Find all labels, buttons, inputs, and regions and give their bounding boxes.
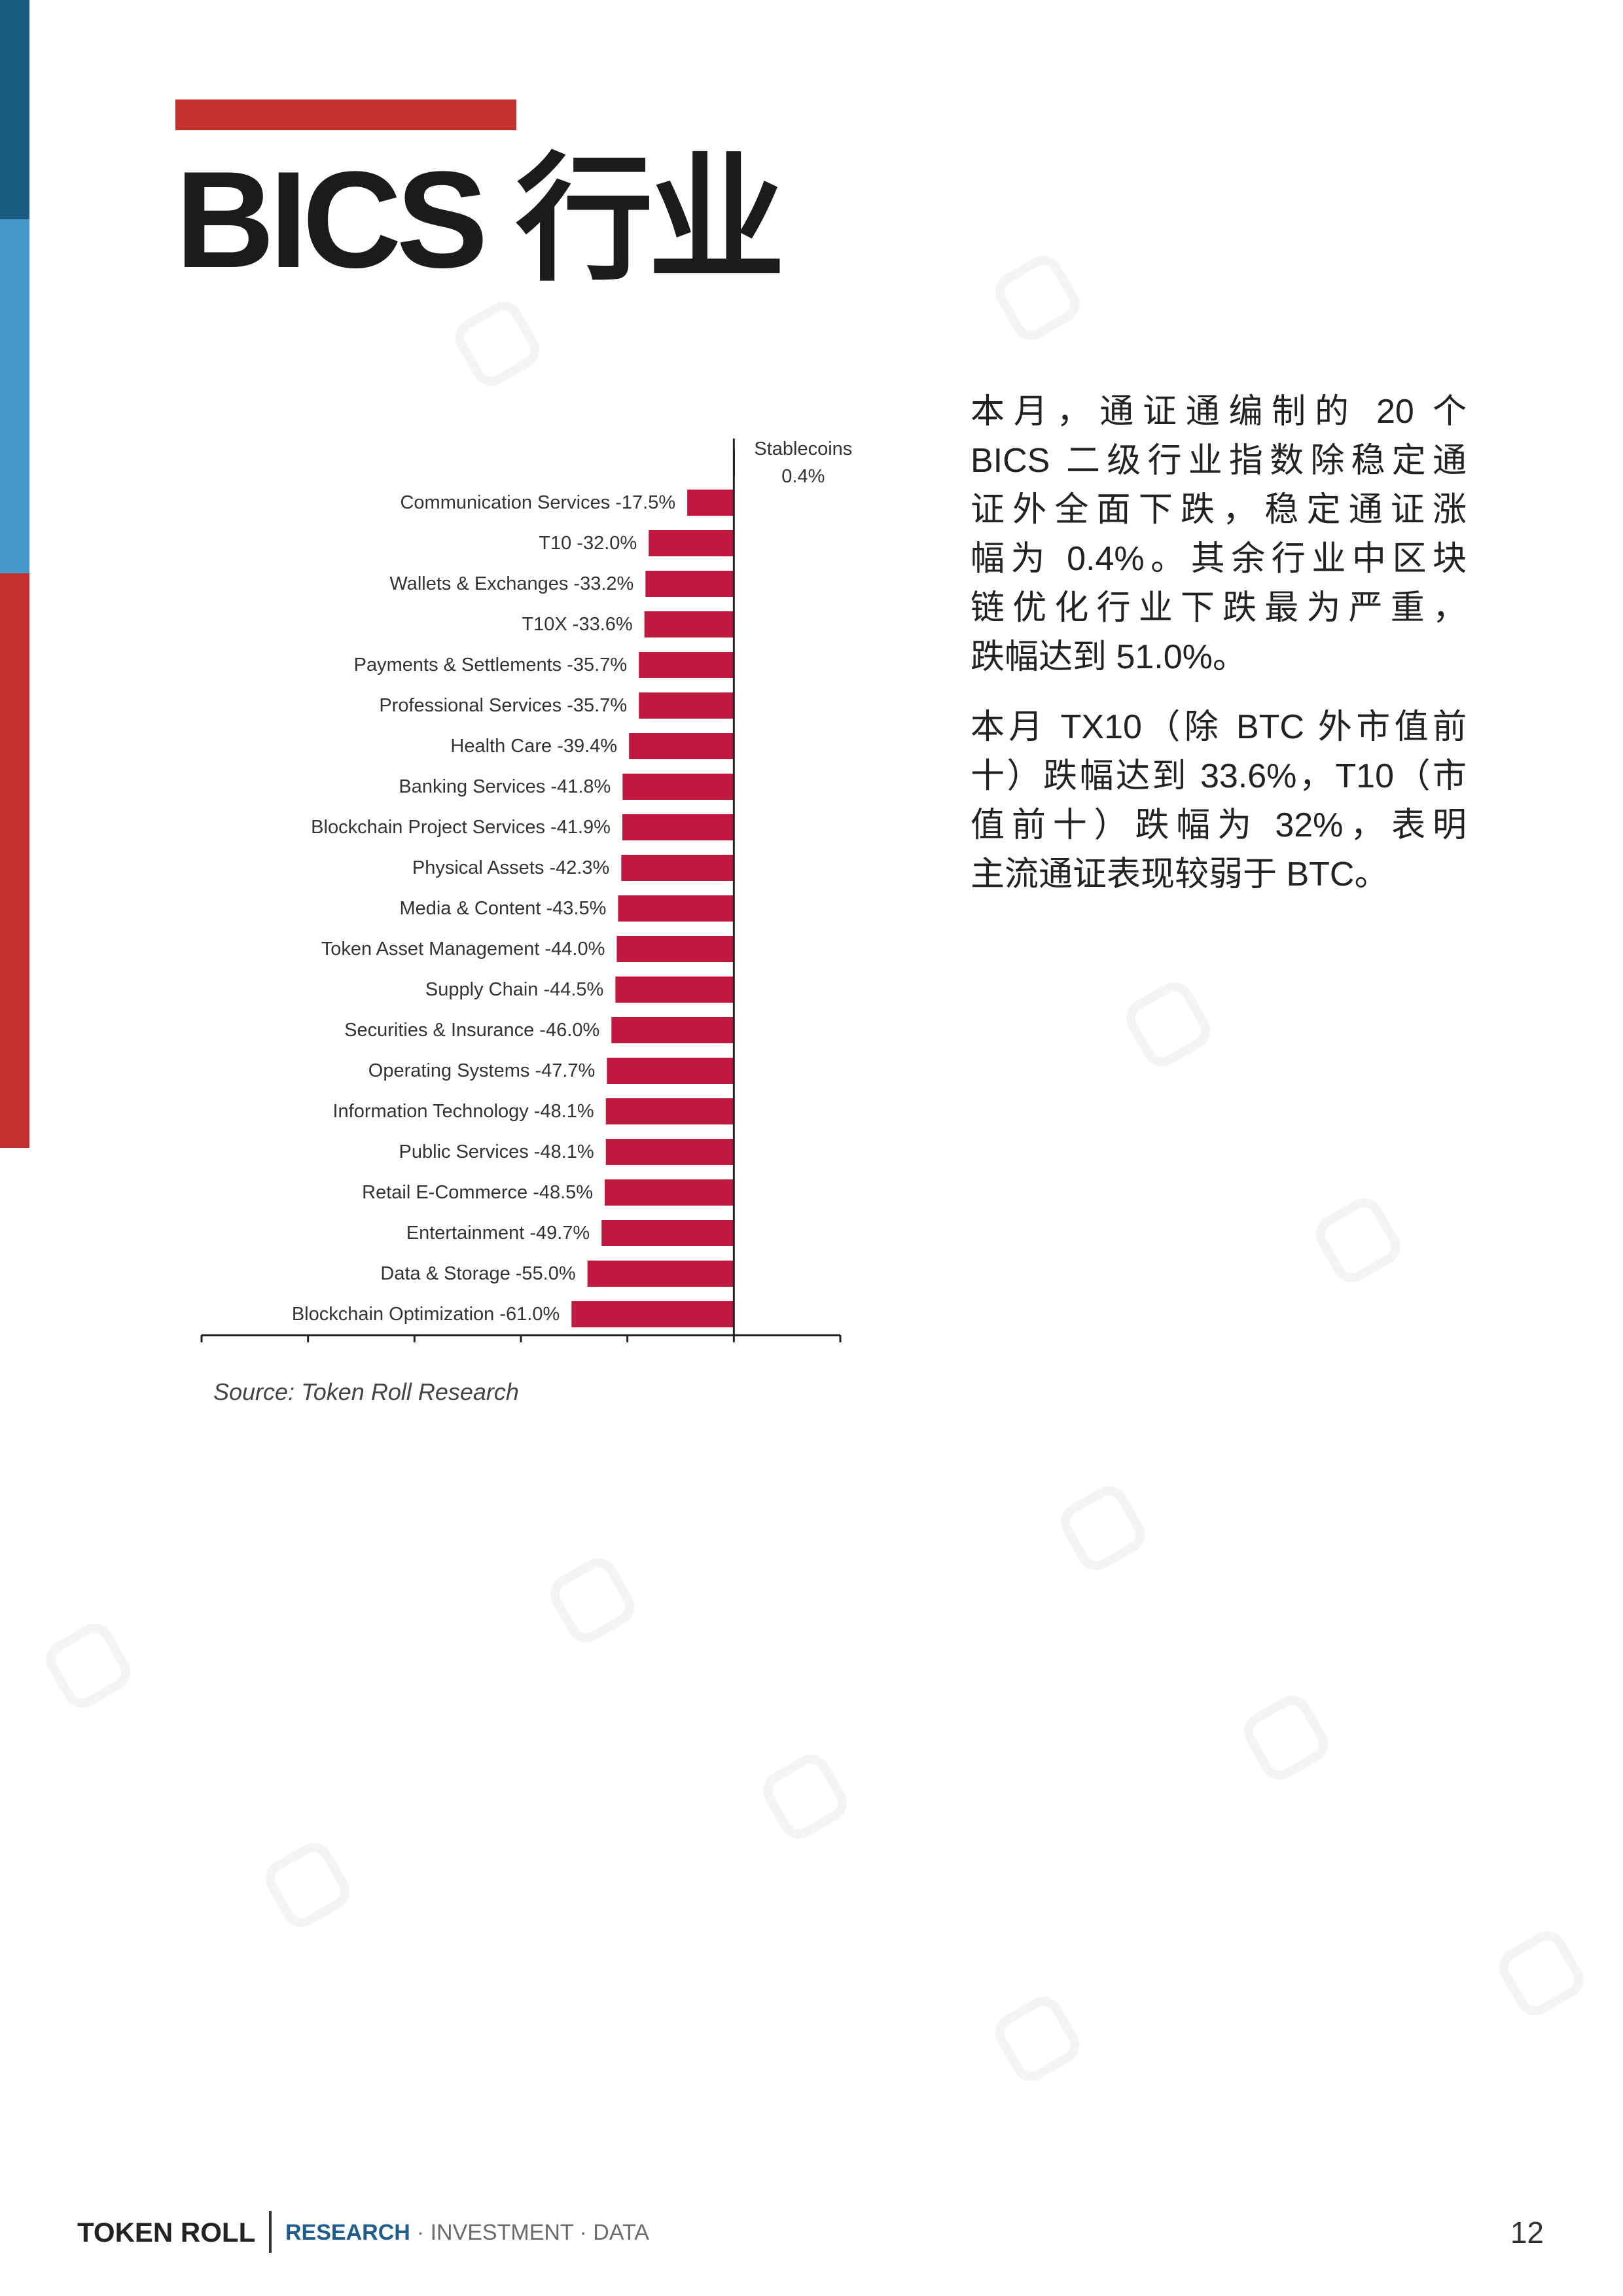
- bar-label-data-storage: Data & Storage -55.0%: [380, 1263, 575, 1284]
- bar-label-securities-insurance: Securities & Insurance -46.0%: [344, 1020, 599, 1041]
- bar-label-operating-systems: Operating Systems -47.7%: [368, 1060, 596, 1081]
- bar-label-t10x: T10X -33.6%: [522, 614, 632, 635]
- bar-retail-e-commerce: [605, 1179, 734, 1206]
- bar-operating-systems: [607, 1058, 734, 1084]
- bar-public-services: [605, 1139, 734, 1165]
- text-line: 值前十）跌幅为 32%，表明: [971, 806, 1467, 844]
- text-line: 本月，通证通编制的 20 个: [971, 393, 1467, 431]
- footer-divider: [269, 2211, 272, 2253]
- bar-professional-services: [639, 692, 734, 719]
- footer-brand: TOKEN ROLL: [77, 2217, 256, 2248]
- bar-media-content: [618, 895, 734, 922]
- footer-tagline-rest: · INVESTMENT · DATA: [416, 2220, 649, 2245]
- footer-tagline-highlight: RESEARCH: [285, 2220, 410, 2245]
- watermark-logo: [1053, 1479, 1152, 1578]
- bar-communication-services: [687, 490, 734, 516]
- bar-t10x: [644, 611, 734, 637]
- bar-label-token-asset-management: Token Asset Management -44.0%: [321, 939, 605, 960]
- watermark-logo: [39, 1616, 138, 1715]
- watermark-logo: [988, 1989, 1087, 2089]
- bar-label-media-content: Media & Content -43.5%: [399, 898, 606, 919]
- bar-data-storage: [587, 1261, 734, 1287]
- bar-label-blockchain-project-services: Blockchain Project Services -41.9%: [311, 817, 611, 838]
- commentary-paragraph: 本月，通证通编制的 20 个 BICS 二级行业指数除稳定通 证外全面下跌，稳定…: [971, 387, 1467, 682]
- bar-label-communication-services: Communication Services -17.5%: [400, 492, 675, 513]
- page-number: 12: [1510, 2215, 1544, 2250]
- bar-label-health-care: Health Care -39.4%: [450, 736, 617, 757]
- bar-label-retail-e-commerce: Retail E-Commerce -48.5%: [362, 1182, 593, 1203]
- bar-label-entertainment: Entertainment -49.7%: [406, 1223, 590, 1244]
- bar-entertainment: [601, 1220, 734, 1246]
- bar-health-care: [629, 733, 734, 759]
- chart-bars: [571, 449, 735, 1327]
- text-line: 链优化行业下跌最为严重，: [971, 589, 1467, 627]
- text-line: 本月 TX10（除 BTC 外市值前: [971, 708, 1467, 746]
- watermark-logo: [755, 1747, 855, 1846]
- watermark-logo: [988, 248, 1087, 348]
- watermark-logo: [448, 294, 547, 393]
- bar-payments-settlements: [639, 652, 734, 678]
- watermark-logo: [1118, 975, 1218, 1074]
- commentary-text: 本月，通证通编制的 20 个 BICS 二级行业指数除稳定通 证外全面下跌，稳定…: [971, 387, 1467, 899]
- bar-label-t10: T10 -32.0%: [539, 533, 637, 554]
- text-line: 跌幅达到 51.0%。: [971, 638, 1247, 676]
- bar-label-professional-services: Professional Services -35.7%: [379, 695, 627, 716]
- bar-supply-chain: [615, 977, 734, 1003]
- bar-token-asset-management: [616, 936, 734, 962]
- page-title: BICS 行业: [175, 143, 785, 296]
- bar-label-information-technology: Information Technology -48.1%: [332, 1101, 594, 1122]
- bar-label-banking-services: Banking Services -41.8%: [399, 776, 611, 797]
- text-line: BICS 二级行业指数除稳定通: [971, 442, 1467, 480]
- watermark-logo: [258, 1835, 357, 1935]
- bar-blockchain-project-services: [622, 814, 734, 840]
- sidebar-strip-bottom: [0, 573, 29, 1148]
- bar-label-wallets-exchanges: Wallets & Exchanges -33.2%: [389, 573, 633, 594]
- watermark-logo: [543, 1551, 642, 1650]
- bar-value-stablecoins: 0.4%: [781, 466, 825, 487]
- title-accent-bar: [175, 99, 516, 130]
- chart-source-note: Source: Token Roll Research: [213, 1378, 519, 1405]
- text-line: 主流通证表现较弱于 BTC。: [971, 855, 1389, 893]
- chart-labels: Stablecoins 0.4% Communication Services -1…: [292, 439, 852, 1325]
- bar-label-blockchain-optimization: Blockchain Optimization -61.0%: [292, 1304, 560, 1325]
- chart-axes: [200, 439, 842, 1342]
- sidebar-strip-middle: [0, 219, 29, 573]
- bar-banking-services: [622, 774, 734, 800]
- bar-label-supply-chain: Supply Chain -44.5%: [425, 979, 603, 1000]
- watermark-logo: [1236, 1688, 1336, 1787]
- footer-tagline: RESEARCH · INVESTMENT · DATA: [285, 2219, 649, 2246]
- bar-wallets-exchanges: [645, 571, 734, 597]
- bar-blockchain-optimization: [571, 1301, 734, 1327]
- watermark-logo: [1491, 1924, 1591, 2023]
- bar-physical-assets: [621, 855, 734, 881]
- bar-label-payments-settlements: Payments & Settlements -35.7%: [354, 655, 627, 675]
- watermark-logo: [1308, 1191, 1408, 1290]
- bar-label-stablecoins: Stablecoins: [754, 439, 852, 459]
- bics-sector-bar-chart: Stablecoins 0.4% Communication Services -1…: [200, 439, 852, 1342]
- bar-label-physical-assets: Physical Assets -42.3%: [412, 857, 609, 878]
- text-line: 证外全面下跌，稳定通证涨: [971, 491, 1467, 529]
- text-line: 幅为 0.4%。其余行业中区块: [971, 540, 1467, 578]
- sidebar-strip-top: [0, 0, 29, 219]
- bar-securities-insurance: [611, 1017, 734, 1043]
- bar-information-technology: [605, 1098, 734, 1124]
- bar-label-public-services: Public Services -48.1%: [399, 1141, 594, 1162]
- commentary-paragraph: 本月 TX10（除 BTC 外市值前 十）跌幅达到 33.6%，T10（市 值前…: [971, 703, 1467, 899]
- text-line: 十）跌幅达到 33.6%，T10（市: [971, 757, 1467, 795]
- bar-t10: [649, 530, 734, 556]
